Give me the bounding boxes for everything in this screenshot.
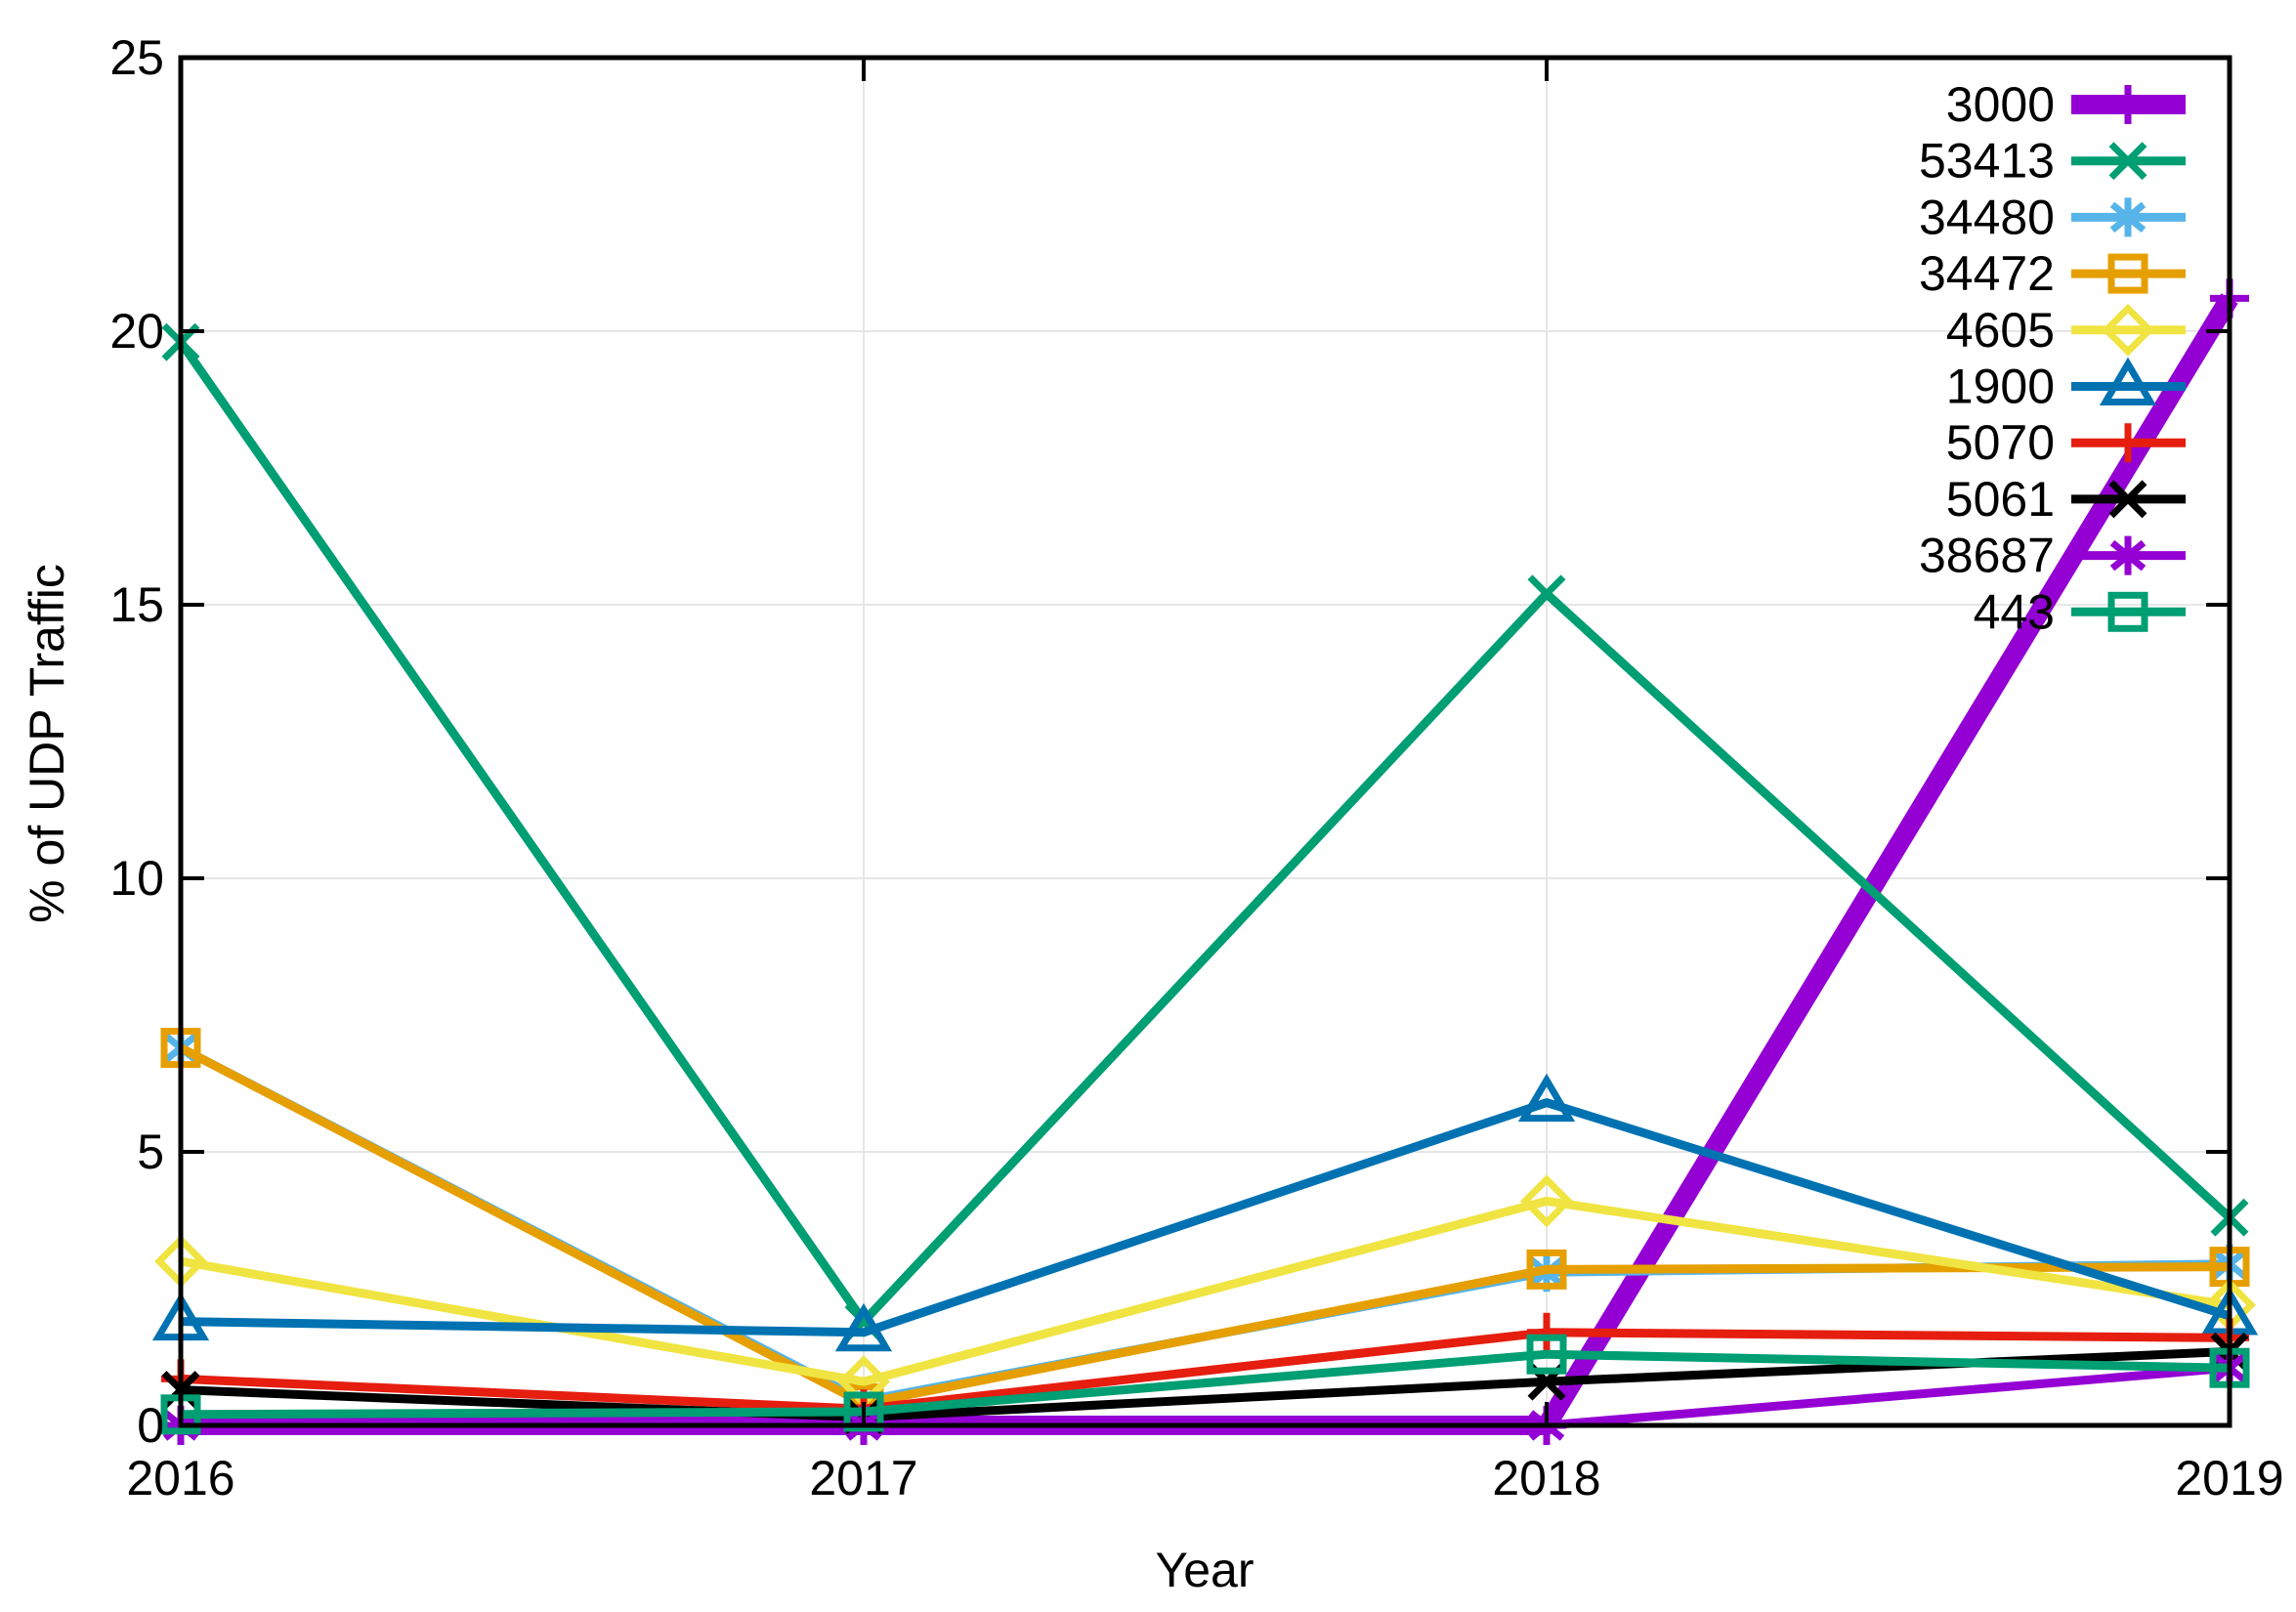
legend-label: 5070 [1946, 415, 2055, 470]
y-axis-title: % of UDP Traffic [20, 564, 74, 923]
legend-label: 3000 [1946, 77, 2055, 132]
y-tick-label: 0 [137, 1398, 164, 1453]
square-open-marker [2107, 591, 2148, 632]
y-tick-label: 20 [109, 304, 164, 359]
data-point-marker-443 [1526, 1334, 1567, 1375]
data-point-marker-1900 [1517, 1073, 1576, 1123]
data-point-marker-3000-legend [2108, 85, 2147, 124]
plot-border [178, 55, 2232, 1428]
data-point-marker-443 [843, 1391, 884, 1432]
legend-item-53413: 53413 [1919, 134, 2186, 189]
legend-label: 5061 [1946, 472, 2055, 527]
legend-item-443: 443 [1974, 584, 2186, 639]
plus-marker [2108, 85, 2147, 124]
series-line-34472 [178, 1043, 2231, 1409]
data-point-marker-443-legend [2107, 591, 2148, 632]
x-axis-title: Year [1155, 1543, 1254, 1597]
data-point-marker-4605-legend [2102, 303, 2154, 357]
data-point-marker-53413-legend [2108, 142, 2147, 181]
asterisk-marker [2109, 535, 2147, 575]
legend-item-34480: 34480 [1919, 190, 2186, 244]
data-point-marker-53413 [1527, 574, 1566, 614]
x-tick-label: 2017 [809, 1451, 917, 1506]
x-tick-label: 2018 [1492, 1451, 1600, 1506]
series-line-443 [180, 1349, 2231, 1420]
legend-item-5070: 5070 [1946, 415, 2186, 470]
legend-label: 34480 [1919, 190, 2055, 244]
legend-label: 34472 [1919, 246, 2055, 301]
legend-item-1900: 1900 [1946, 357, 2186, 414]
series-line-5061 [180, 1346, 2231, 1422]
legend-item-38687: 38687 [1919, 529, 2186, 583]
square-open-marker [1526, 1334, 1567, 1375]
y-tick-label: 5 [137, 1124, 164, 1179]
data-point-marker-5070 [1527, 1312, 1566, 1352]
data-point-marker-1900-legend [2099, 357, 2157, 405]
x-marker [1527, 574, 1566, 614]
diamond-open-marker [2102, 303, 2154, 357]
y-tick-label: 25 [109, 30, 164, 85]
data-point-marker-34472-legend [2107, 253, 2148, 294]
square-open-marker [843, 1391, 884, 1432]
legend-item-5061: 5061 [1946, 472, 2186, 527]
data-point-marker-5061-legend [2108, 480, 2147, 519]
series-line-53413 [177, 339, 2233, 1327]
legend-item-34472: 34472 [1919, 246, 2186, 301]
data-point-marker-5070-legend [2108, 423, 2147, 463]
triangle-open-marker [834, 1302, 893, 1352]
series-line-1900 [180, 1098, 2232, 1337]
legend-label: 53413 [1919, 134, 2055, 189]
x-tick-label: 2019 [2175, 1451, 2283, 1506]
data-point-marker-4605 [1520, 1174, 1573, 1228]
y-tick-label: 10 [109, 851, 164, 906]
plus-marker [2108, 423, 2147, 463]
legend-label: 38687 [1919, 529, 2055, 583]
data-point-marker-34472 [1526, 1249, 1567, 1290]
series-line-4605 [180, 1196, 2231, 1386]
data-point-marker-38687-legend [2109, 535, 2147, 575]
legend-item-4605: 4605 [1946, 303, 2186, 358]
data-point-marker-34480-legend [2109, 197, 2147, 237]
legend-label: 443 [1974, 584, 2055, 639]
legend: 3000534133448034472460519005070506138687… [1919, 77, 2186, 639]
square-open-marker [2107, 253, 2148, 294]
asterisk-marker [2109, 197, 2147, 237]
y-tick-label: 15 [109, 577, 164, 632]
diamond-open-marker [1520, 1174, 1573, 1228]
legend-item-3000: 3000 [1946, 77, 2186, 132]
triangle-open-marker [2099, 357, 2157, 405]
x-marker [2108, 142, 2147, 181]
x-marker [2108, 480, 2147, 519]
plus-marker [1527, 1312, 1566, 1352]
x-tick-label: 2016 [126, 1451, 234, 1506]
legend-label: 4605 [1946, 303, 2055, 358]
legend-label: 1900 [1946, 360, 2055, 414]
data-point-marker-1900 [834, 1302, 893, 1352]
square-open-marker [1526, 1249, 1567, 1290]
series-line-5070 [180, 1328, 2231, 1414]
triangle-open-marker [1517, 1073, 1576, 1123]
